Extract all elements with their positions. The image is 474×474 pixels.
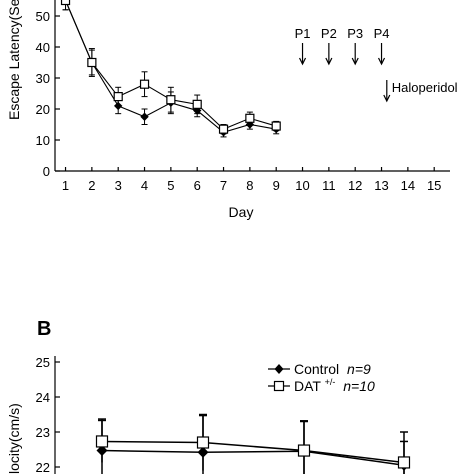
data-point-a (140, 112, 149, 121)
data-point-a (139, 79, 150, 89)
series-b (95, 413, 411, 474)
data-point-b (397, 456, 411, 469)
y-tick-label-a: 30 (36, 71, 50, 86)
annotation-label: P3 (347, 26, 363, 41)
annotations-a: P1 P2 P3 P4 Haloperidol (295, 26, 458, 103)
legend-marker-control (274, 364, 284, 374)
x-axis-title-a: Day (229, 204, 254, 220)
x-tick-label-a: 1 (62, 178, 69, 193)
series-b-1 (95, 413, 411, 474)
y-axis-title-b: locity(cm/s) (6, 403, 22, 474)
x-tick-label-a: 6 (194, 178, 201, 193)
x-tick-label-a: 11 (322, 178, 336, 193)
y-tick-label-a: 40 (36, 40, 50, 55)
x-ticks-a: 1 2 3 4 5 6 7 8 9 10 11 12 13 14 15 (62, 167, 441, 193)
annotation-label: P4 (374, 26, 390, 41)
annotation-arrow-head (377, 57, 386, 66)
data-point-a (60, 0, 71, 6)
annotation-arrow-head (298, 57, 307, 66)
annotation-label: Haloperidol (392, 80, 458, 95)
y-tick-label-a: 0 (43, 164, 50, 179)
legend-marker-dat (273, 380, 285, 392)
data-point-a (113, 91, 123, 102)
y-tick-label-b: 22 (36, 460, 50, 474)
data-point-b (95, 435, 109, 448)
legend-name-dat: DAT (294, 378, 321, 394)
annotation-label: P1 (295, 26, 311, 41)
x-tick-label-a: 7 (220, 178, 227, 193)
legend-sup-dat: +/- (325, 377, 336, 387)
x-tick-label-a: 4 (141, 178, 148, 193)
data-point-b (297, 444, 311, 457)
y-tick-label-b: 24 (36, 390, 50, 405)
legend-n-control: n=9 (347, 361, 371, 377)
y-tick-label-a: 50 (36, 9, 50, 24)
legend-name-control: Control (294, 361, 339, 377)
series-line-b (101, 440, 405, 464)
panel-b: B locity(cm/s) 22 23 24 25 Control n=9 DAT … (6, 318, 411, 474)
y-tick-label-a: 10 (36, 133, 50, 148)
annotation-arrow-head (383, 94, 391, 103)
x-tick-label-a: 3 (115, 178, 122, 193)
x-tick-label-a: 8 (246, 178, 253, 193)
data-point-a (192, 99, 202, 109)
x-tick-label-a: 2 (88, 178, 95, 193)
legend-label-control: Control n=9 (294, 361, 371, 377)
data-point-a (166, 95, 176, 105)
annotation-arrow-head (325, 57, 333, 66)
legend-b: Control n=9 DAT +/- n=10 (268, 361, 375, 394)
series-line-b (101, 449, 405, 466)
x-tick-label-a: 9 (273, 178, 280, 193)
panel-label-b: B (37, 318, 51, 340)
legend-n-dat: n=10 (343, 378, 375, 394)
x-tick-label-a: 13 (374, 178, 388, 193)
data-point-a (245, 113, 255, 123)
y-tick-label-b: 25 (36, 355, 50, 370)
data-point-a (87, 57, 97, 68)
series-b-0 (96, 414, 410, 474)
data-point-a (271, 121, 281, 131)
y-axis-title-a: Escape Latency(Sec) (6, 0, 22, 120)
series-a-1 (60, 0, 281, 135)
data-point-a (218, 124, 229, 134)
x-tick-label-a: 5 (167, 178, 174, 193)
series-a (60, 0, 281, 138)
y-ticks-b: 22 23 24 25 (36, 355, 60, 474)
x-tick-label-a: 15 (427, 178, 441, 193)
y-ticks-a: 0 10 20 30 40 50 (36, 9, 60, 179)
annotation-arrow-head (351, 57, 359, 66)
legend-label-dat: DAT +/- n=10 (294, 372, 375, 394)
x-tick-label-a: 14 (401, 178, 415, 193)
x-tick-label-a: 12 (348, 178, 362, 193)
data-point-b (196, 436, 210, 449)
annotation-label: P2 (321, 26, 337, 41)
y-tick-label-b: 23 (36, 425, 50, 440)
y-tick-label-a: 20 (36, 102, 50, 117)
x-tick-label-a: 10 (295, 178, 309, 193)
